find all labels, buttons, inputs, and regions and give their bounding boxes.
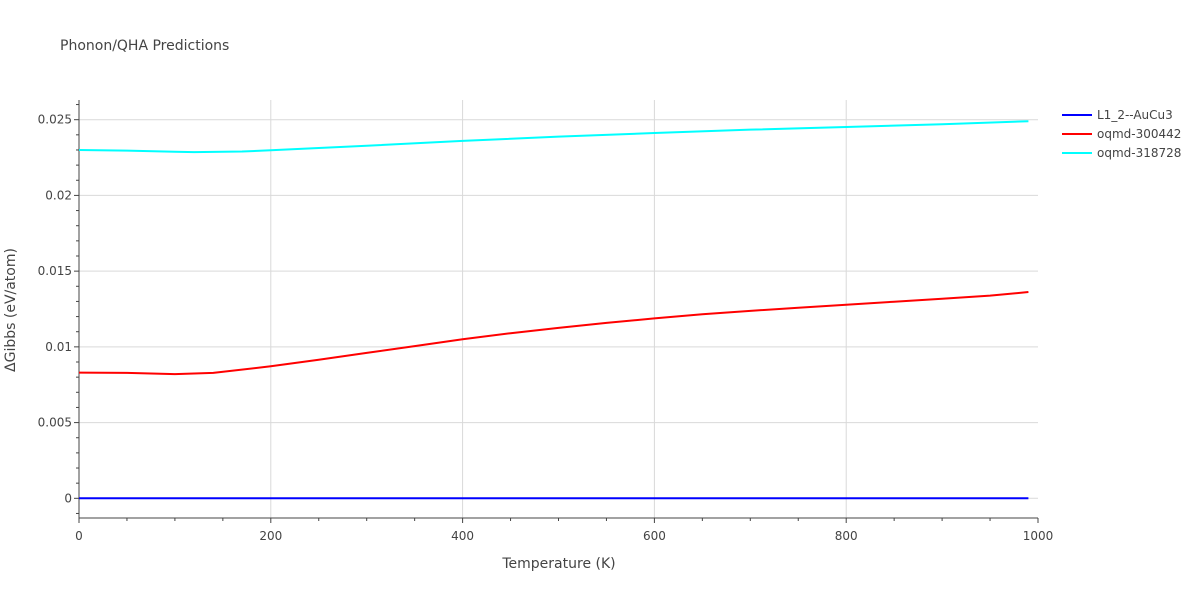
x-tick-label: 400 <box>451 529 474 543</box>
series-line-3 <box>78 120 1029 154</box>
x-tick-label: 600 <box>643 529 666 543</box>
y-tick-label: 0 <box>64 491 72 505</box>
x-tick-label: 200 <box>259 529 282 543</box>
grid <box>79 100 1038 518</box>
y-tick-label: 0.015 <box>38 264 72 278</box>
chart-title: Phonon/QHA Predictions <box>60 38 229 54</box>
x-tick-label: 1000 <box>1023 529 1054 543</box>
x-axis-title: Temperature (K) <box>501 556 615 572</box>
y-tick-label: 0.01 <box>45 340 72 354</box>
legend[interactable]: L1_2--AuCu3 oqmd-300442 oqmd-318728 <box>1062 108 1181 160</box>
legend-label: L1_2--AuCu3 <box>1097 108 1173 122</box>
legend-label: oqmd-300442 <box>1097 127 1181 141</box>
x-tick-label: 800 <box>835 529 858 543</box>
y-tick-label: 0.005 <box>38 416 72 430</box>
x-tick-label: 0 <box>75 529 83 543</box>
y-axis-title: ΔGibbs (eV/atom) <box>3 248 19 372</box>
legend-item-3[interactable]: oqmd-318728 <box>1062 146 1181 160</box>
y-tick-label: 0.02 <box>45 188 72 202</box>
legend-item-1[interactable]: L1_2--AuCu3 <box>1062 108 1173 122</box>
y-tick-label: 0.025 <box>38 113 72 127</box>
legend-label: oqmd-318728 <box>1097 146 1181 160</box>
legend-item-2[interactable]: oqmd-300442 <box>1062 127 1181 141</box>
series-lines <box>78 120 1029 500</box>
series-line-2 <box>78 291 1029 376</box>
axes: 0 200 400 600 800 1000 0 0.005 0.01 0.015 0.02 0.02… <box>38 100 1054 543</box>
